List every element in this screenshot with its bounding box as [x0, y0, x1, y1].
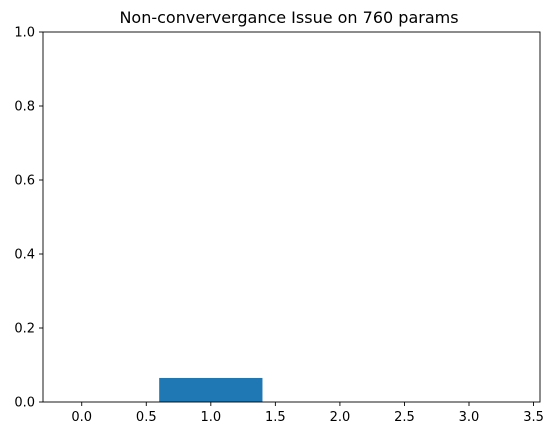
y-tick-label-2: 0.4: [14, 248, 35, 263]
plot-area: 0.0 0.5 1.0 1.5 2.0 2.5 3.0 3.5 0.0 0.2 0.4 0.6 0.8 1…: [14, 26, 544, 426]
x-tick-label-7: 3.5: [523, 410, 544, 425]
x-tick-label-6: 3.0: [459, 410, 480, 425]
y-tick-label-0: 0.0: [14, 396, 35, 411]
y-tick-label-3: 0.6: [14, 174, 35, 189]
bar-1: [159, 378, 262, 402]
axes-frame: [43, 32, 540, 402]
chart-title: Non-conververgance Issue on 760 params: [119, 8, 458, 27]
x-tick-label-5: 2.5: [394, 410, 415, 425]
y-tick-label-5: 1.0: [14, 26, 35, 41]
x-tick-label-4: 2.0: [330, 410, 351, 425]
x-tick-label-3: 1.5: [265, 410, 286, 425]
y-tick-label-4: 0.8: [14, 100, 35, 115]
x-tick-label-2: 1.0: [200, 410, 221, 425]
x-tick-label-1: 0.5: [136, 410, 157, 425]
x-tick-label-0: 0.0: [71, 410, 92, 425]
y-tick-label-1: 0.2: [14, 322, 35, 337]
